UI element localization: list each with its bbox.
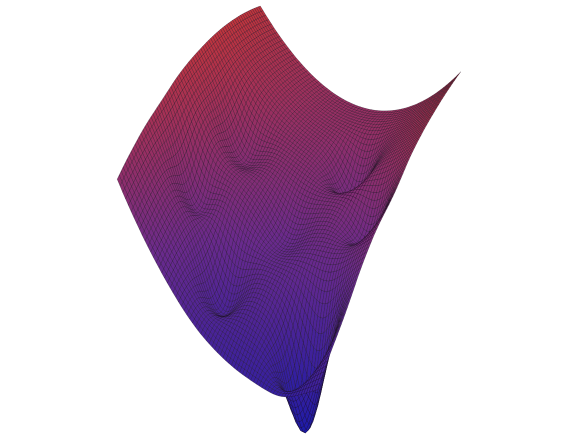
surface-mesh xyxy=(117,5,461,434)
